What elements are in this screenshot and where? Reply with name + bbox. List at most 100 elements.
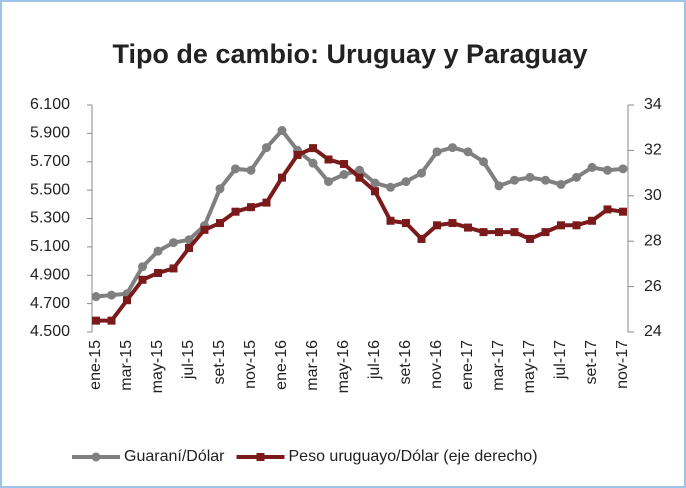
marker (402, 219, 410, 228)
x-tick-label: set-16 (397, 340, 414, 385)
x-tick-label: nov-15 (242, 340, 259, 389)
marker (603, 205, 612, 214)
marker (417, 168, 426, 178)
x-tick-label: may-15 (149, 340, 166, 393)
marker (448, 219, 457, 228)
y-tick-label: 5.500 (30, 181, 70, 198)
x-tick-label: may-16 (335, 340, 352, 393)
marker (464, 223, 472, 232)
marker (510, 175, 519, 185)
marker (169, 238, 178, 248)
marker (417, 234, 426, 243)
marker (138, 262, 147, 272)
y2-tick-label: 24 (644, 323, 662, 340)
x-tick-label: ene-17 (459, 340, 476, 390)
marker (401, 177, 411, 187)
marker (557, 221, 565, 230)
marker (246, 165, 256, 175)
marker (386, 216, 395, 225)
x-tick-label: may-17 (521, 340, 538, 393)
y-tick-label: 5.900 (30, 125, 70, 142)
legend-marker (91, 452, 101, 462)
marker (247, 203, 255, 212)
legend-label: Guaraní/Dólar (124, 448, 225, 465)
x-tick-label: set-17 (583, 340, 600, 385)
x-tick-label: mar-15 (118, 340, 135, 391)
marker (91, 292, 101, 302)
y2-tick-label: 30 (644, 187, 662, 204)
marker (587, 162, 597, 172)
x-tick-label: ene-15 (87, 340, 104, 390)
legend-label: Peso uruguayo/Dólar (eje derecho) (289, 448, 538, 465)
marker (479, 228, 488, 237)
marker (371, 187, 379, 196)
marker (262, 198, 271, 207)
x-tick-label: mar-17 (490, 340, 507, 391)
marker (510, 228, 519, 237)
marker (386, 182, 395, 192)
marker (340, 160, 348, 169)
marker (216, 219, 224, 228)
marker (572, 221, 581, 230)
marker (339, 170, 349, 180)
marker (324, 155, 333, 164)
marker (92, 316, 100, 325)
x-tick-label: jul-16 (366, 340, 383, 380)
marker (107, 316, 116, 325)
marker (495, 228, 503, 237)
marker (355, 173, 364, 182)
marker (215, 184, 225, 194)
marker (541, 228, 550, 237)
marker (154, 268, 162, 277)
x-tick-label: mar-16 (304, 340, 321, 391)
marker (184, 235, 194, 245)
marker (572, 172, 581, 182)
x-tick-label: nov-17 (614, 340, 631, 389)
marker (123, 296, 131, 305)
x-tick-label: ene-16 (273, 340, 290, 390)
marker (277, 126, 287, 136)
marker (525, 172, 535, 182)
y-tick-label: 4.900 (30, 266, 70, 283)
x-tick-label: jul-15 (180, 340, 197, 380)
marker (432, 147, 442, 157)
y2-tick-label: 28 (644, 232, 662, 249)
marker (231, 164, 240, 174)
marker (370, 178, 380, 188)
marker (153, 246, 163, 256)
marker (138, 275, 147, 284)
y-tick-label: 5.700 (30, 153, 70, 170)
marker (309, 144, 317, 153)
marker (185, 244, 193, 253)
marker (308, 158, 318, 168)
x-tick-label: jul-17 (552, 340, 569, 380)
marker (494, 181, 504, 191)
marker (107, 290, 116, 300)
y-tick-label: 4.700 (30, 295, 70, 312)
marker (463, 147, 473, 157)
marker (293, 150, 302, 159)
chart-title: Tipo de cambio: Uruguay y Paraguay (112, 39, 587, 69)
marker (603, 165, 612, 175)
marker (541, 175, 550, 185)
marker (448, 143, 457, 153)
x-tick-label: nov-16 (428, 340, 445, 389)
y2-tick-label: 26 (644, 278, 662, 295)
marker (433, 221, 441, 230)
marker (479, 157, 488, 167)
marker (200, 225, 209, 234)
marker (588, 216, 596, 225)
y-tick-label: 4.500 (30, 323, 70, 340)
marker (169, 264, 178, 273)
marker (231, 207, 240, 216)
y-tick-label: 6.100 (30, 96, 70, 113)
marker (556, 179, 566, 189)
marker (262, 143, 271, 153)
x-tick-label: set-15 (211, 340, 228, 385)
y-tick-label: 5.100 (30, 238, 70, 255)
y2-tick-label: 34 (644, 96, 662, 113)
marker (355, 165, 364, 175)
marker (619, 207, 627, 216)
